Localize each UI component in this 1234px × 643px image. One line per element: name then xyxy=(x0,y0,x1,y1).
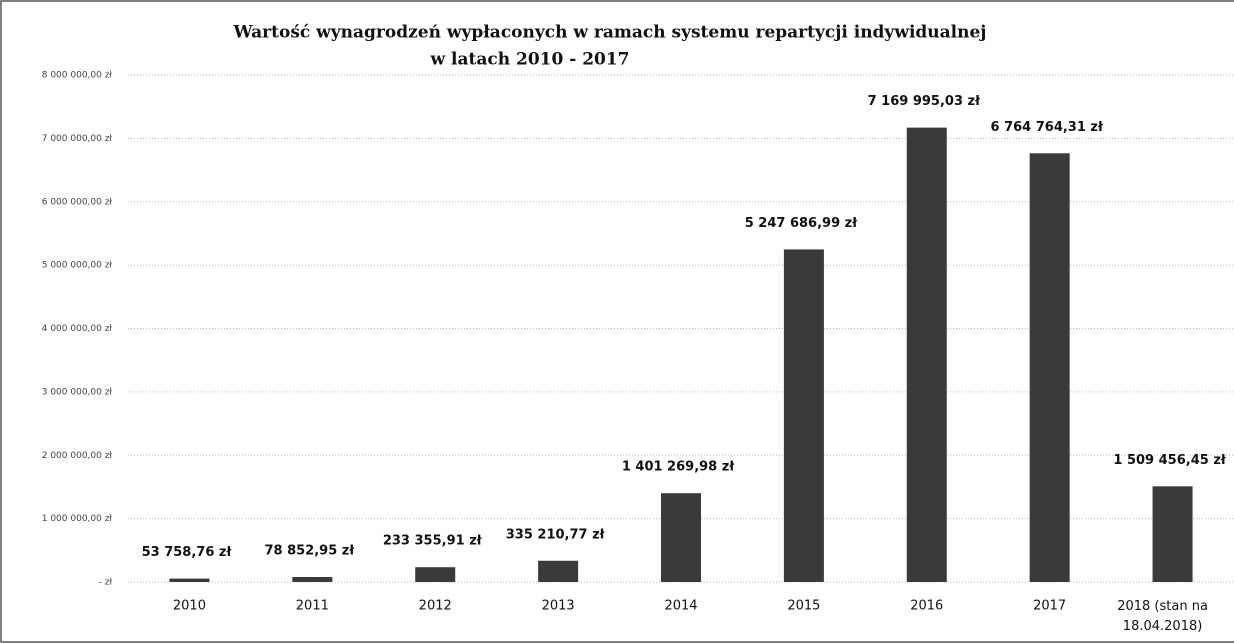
bar xyxy=(292,577,333,582)
data-label: 5 247 686,99 zł xyxy=(745,216,858,231)
data-label: 53 758,76 zł xyxy=(142,545,233,560)
data-label: 6 764 764,31 zł xyxy=(991,120,1104,135)
data-label: 78 852,95 zł xyxy=(264,544,355,559)
y-tick-label: 8 000 000,00 zł xyxy=(42,71,113,81)
x-tick-label: 2016 xyxy=(910,599,943,614)
bar xyxy=(1152,486,1193,582)
y-tick-label: 1 000 000,00 zł xyxy=(42,514,113,524)
bar xyxy=(169,578,210,582)
data-label: 335 210,77 zł xyxy=(506,527,606,542)
bar xyxy=(906,127,947,582)
y-tick-label: 3 000 000,00 zł xyxy=(42,387,113,397)
y-tick-label: 5 000 000,00 zł xyxy=(42,261,113,271)
data-label: 1 401 269,98 zł xyxy=(622,460,735,475)
y-tick-label: 2 000 000,00 zł xyxy=(42,451,113,461)
chart-title: Wartość wynagrodzeń wypłaconych w ramach… xyxy=(233,23,987,43)
y-tick-label: 7 000 000,00 zł xyxy=(42,134,113,144)
x-tick-label: 2013 xyxy=(542,599,575,614)
x-tick-label: 2010 xyxy=(173,599,206,614)
y-tick-label: 4 000 000,00 zł xyxy=(42,324,113,334)
x-tick-label: 2018 (stan na 18.04.2018) xyxy=(1117,599,1208,634)
bar xyxy=(415,567,456,582)
x-tick-label: 2012 xyxy=(419,599,452,614)
data-label: 233 355,91 zł xyxy=(383,534,483,549)
data-label: 1 509 456,45 zł xyxy=(1113,453,1226,468)
y-tick-label: 6 000 000,00 zł xyxy=(42,197,113,207)
bar xyxy=(1029,153,1070,582)
x-tick-label: 2011 xyxy=(296,599,329,614)
x-tick-label: 2017 xyxy=(1033,599,1066,614)
bar xyxy=(538,560,579,582)
x-tick-label: 2014 xyxy=(664,599,697,614)
chart-subtitle: w latach 2010 - 2017 xyxy=(429,50,629,70)
x-tick-label: 2015 xyxy=(787,599,820,614)
bar xyxy=(783,249,824,582)
y-tick-label: - zł xyxy=(99,578,113,588)
data-label: 7 169 995,03 zł xyxy=(868,94,981,109)
bar xyxy=(661,493,701,582)
